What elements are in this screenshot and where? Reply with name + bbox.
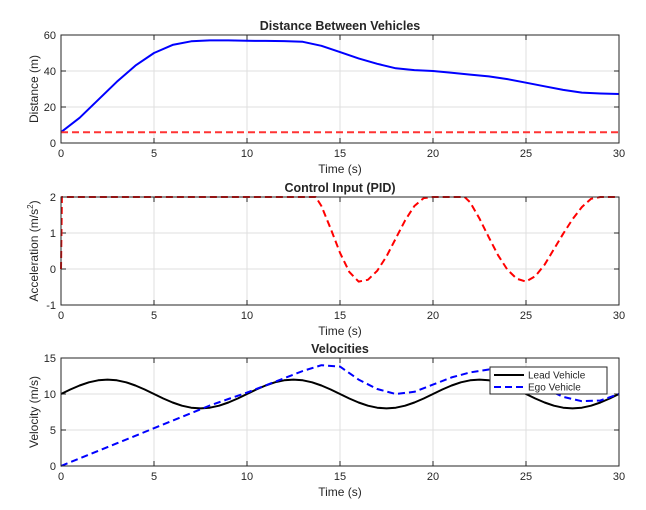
x-tick-label: 10 xyxy=(241,148,253,160)
legend-label-1: Lead Vehicle xyxy=(528,371,586,382)
x-tick-label: 0 xyxy=(58,310,64,322)
x-tick-label: 15 xyxy=(334,148,346,160)
y-tick-label: 2 xyxy=(50,192,56,204)
y-axis-label: Distance (m) xyxy=(27,55,41,123)
y-axis-label-end: ) xyxy=(27,200,41,204)
x-tick-label: 25 xyxy=(520,310,532,322)
chart-panel-3: 0 5 10 15 20 25 30 0 5 10 15 Velocities Time (s) Velo… xyxy=(27,342,625,499)
x-tick-label: 10 xyxy=(241,310,253,322)
y-tick-label: 40 xyxy=(44,66,56,78)
y-tick-label: 1 xyxy=(50,228,56,240)
chart-title: Distance Between Vehicles xyxy=(260,19,421,33)
y-tick-label: 60 xyxy=(44,30,56,42)
x-tick-label: 30 xyxy=(613,310,625,322)
legend-label-2: Ego Vehicle xyxy=(528,383,581,394)
x-tick-label: 5 xyxy=(151,310,157,322)
chart-title: Velocities xyxy=(311,342,369,356)
y-tick-label: 0 xyxy=(50,461,56,473)
y-tick-label: 5 xyxy=(50,425,56,437)
y-tick-label: 20 xyxy=(44,102,56,114)
x-tick-label: 5 xyxy=(151,471,157,483)
chart-title: Control Input (PID) xyxy=(284,181,395,195)
legend-box xyxy=(489,366,608,395)
axes-box xyxy=(60,34,620,144)
x-tick-label: 5 xyxy=(151,148,157,160)
y-tick-label: 0 xyxy=(50,138,56,150)
series-line-1 xyxy=(60,39,620,133)
y-axis-label-text: Distance (m) xyxy=(27,55,41,123)
chart-panel-1: 0 5 10 15 20 25 30 0 20 40 60 Distance Between Vehi… xyxy=(27,19,625,176)
x-tick-label: 10 xyxy=(241,471,253,483)
y-tick-label: -1 xyxy=(46,300,56,312)
x-tick-label: 15 xyxy=(334,310,346,322)
y-tick-label: 0 xyxy=(50,264,56,276)
x-tick-label: 0 xyxy=(58,471,64,483)
y-axis-label-text: Velocity (m/s) xyxy=(27,376,41,448)
y-axis-label-text: Acceleration (m/s xyxy=(27,209,41,302)
x-tick-label: 20 xyxy=(427,471,439,483)
x-axis-label: Time (s) xyxy=(318,324,362,338)
y-axis-label: Acceleration (m/s2) xyxy=(26,200,41,301)
x-axis-label: Time (s) xyxy=(318,162,362,176)
y-axis-label-superscript: 2 xyxy=(26,204,35,209)
x-tick-label: 25 xyxy=(520,471,532,483)
y-tick-label: 15 xyxy=(44,353,56,365)
y-tick-label: 10 xyxy=(44,389,56,401)
x-tick-label: 15 xyxy=(334,471,346,483)
axes-box xyxy=(60,196,620,306)
axes-box xyxy=(60,357,620,467)
x-tick-label: 25 xyxy=(520,148,532,160)
x-tick-label: 30 xyxy=(613,148,625,160)
x-tick-label: 30 xyxy=(613,471,625,483)
x-tick-label: 20 xyxy=(427,310,439,322)
y-axis-label: Velocity (m/s) xyxy=(27,376,41,448)
series-line-1 xyxy=(60,196,619,283)
x-axis-label: Time (s) xyxy=(318,485,362,499)
x-tick-label: 20 xyxy=(427,148,439,160)
x-tick-label: 0 xyxy=(58,148,64,160)
